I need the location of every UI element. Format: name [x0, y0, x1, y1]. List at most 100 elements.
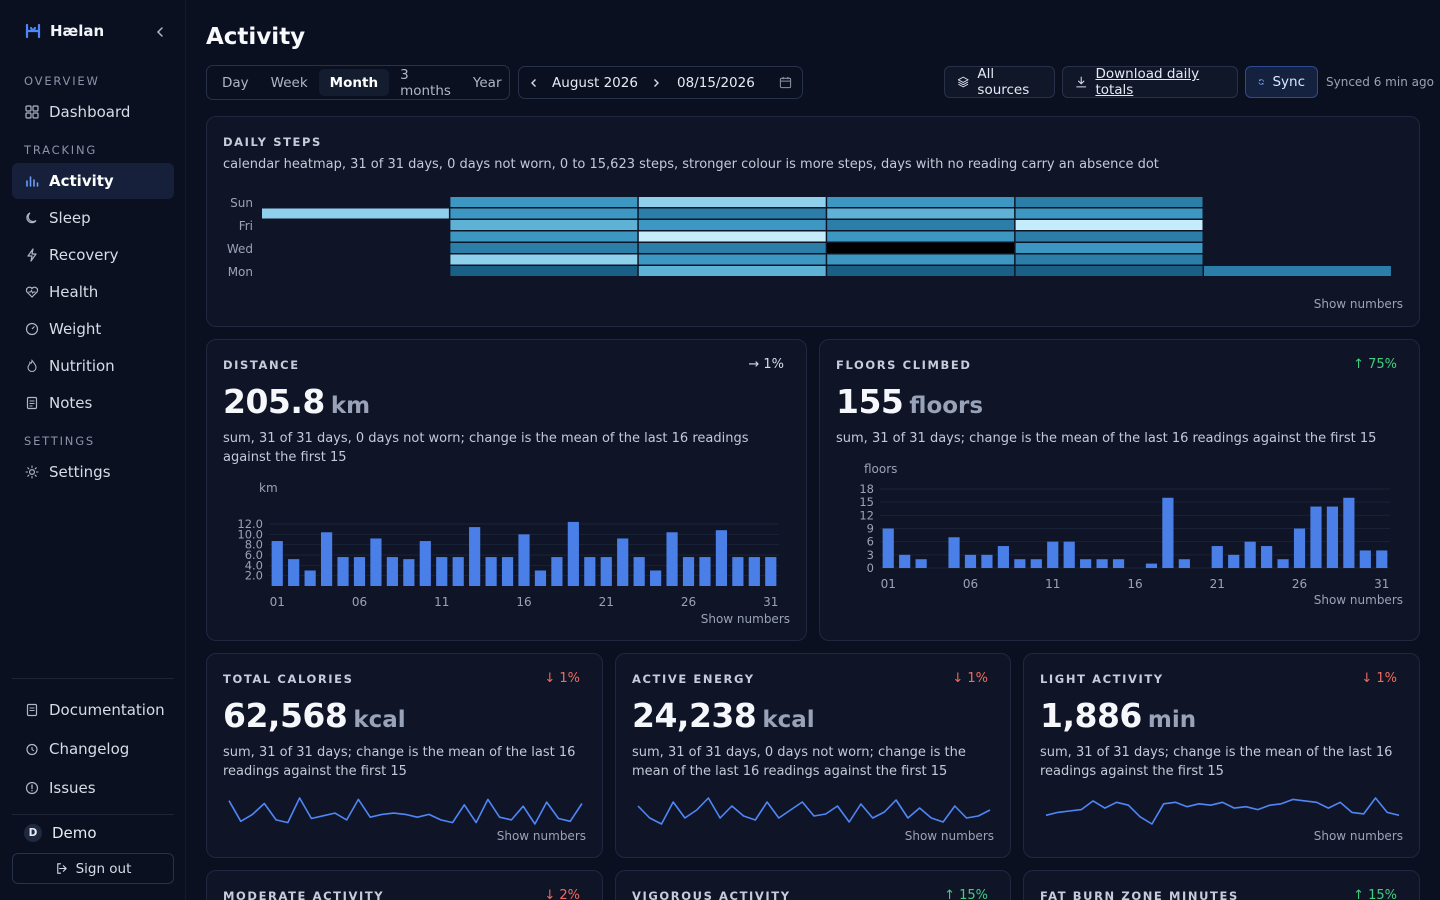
bar [1343, 497, 1355, 568]
card-title: DAILY STEPS [223, 135, 322, 149]
bar [551, 557, 563, 586]
all-sources-button[interactable]: All sources [944, 66, 1055, 98]
range-day[interactable]: Day [222, 74, 249, 91]
user-profile[interactable]: D Demo [24, 824, 97, 842]
sync-button[interactable]: Sync [1245, 66, 1318, 98]
sync-status: Synced 6 min ago [1326, 75, 1434, 89]
light-activity-card: LIGHT ACTIVITY ↓ 1% 1,886 min sum, 31 of… [1023, 653, 1420, 858]
metric-number: 155 [836, 382, 904, 421]
heatmap-cell [1015, 208, 1203, 219]
bar [1014, 559, 1026, 568]
bar [288, 559, 300, 586]
sidebar-item-issues[interactable]: Issues [12, 770, 174, 806]
section-settings: SETTINGS [24, 434, 96, 448]
bar [469, 527, 481, 586]
download-daily-totals-button[interactable]: Download daily totals [1062, 66, 1238, 98]
card-title: DISTANCE [223, 358, 300, 372]
calendar-button[interactable] [768, 76, 802, 89]
metric-unit: floors [909, 393, 984, 419]
x-tick-label: 21 [1210, 577, 1225, 591]
chevron-left-icon [531, 78, 536, 87]
range-month[interactable]: Month [318, 69, 390, 96]
sidebar-item-weight[interactable]: Weight [12, 311, 174, 347]
heatmap-day-label: Sun [230, 196, 253, 210]
bar [748, 557, 760, 586]
heatmap-cell [638, 266, 826, 276]
metric-value: 205.8 km [223, 382, 370, 421]
sidebar-item-health[interactable]: Health [12, 274, 174, 310]
flame-icon [27, 359, 37, 373]
heatmap-cell [450, 220, 638, 230]
bar [1277, 559, 1289, 568]
light-activity-sparkline [1045, 797, 1400, 825]
show-numbers-button[interactable]: Show numbers [1313, 593, 1403, 607]
sidebar-item-recovery[interactable]: Recovery [12, 237, 174, 273]
bar [403, 559, 415, 586]
next-period-button[interactable] [641, 67, 671, 98]
card-description: sum, 31 of 31 days, 0 days not worn; cha… [223, 431, 749, 465]
prev-period-button[interactable] [519, 67, 549, 98]
bar [271, 541, 283, 586]
layers-icon [957, 76, 969, 88]
bar [320, 532, 333, 586]
show-numbers-button[interactable]: Show numbers [496, 829, 586, 843]
sidebar-item-sleep[interactable]: Sleep [12, 200, 174, 236]
heatmap-cell [450, 266, 638, 276]
bar [584, 557, 596, 586]
page-title: Activity [206, 24, 306, 50]
heatmap-cell [1015, 220, 1203, 230]
brand[interactable]: Hælan [24, 22, 104, 40]
sidebar-item-dashboard[interactable]: Dashboard [12, 94, 174, 130]
sign-out-button[interactable]: Sign out [12, 853, 174, 884]
bar [682, 557, 695, 586]
sidebar-item-notes[interactable]: Notes [12, 385, 174, 421]
sparkline-series [637, 797, 991, 825]
bar [633, 557, 645, 586]
y-tick-label: 12.0 [237, 517, 263, 531]
range-week[interactable]: Week [270, 74, 308, 91]
card-description: sum, 31 of 31 days; change is the mean o… [836, 431, 1377, 446]
bar [666, 532, 678, 586]
heatmap-cell [827, 208, 1015, 219]
card-description: sum, 31 of 31 days, 0 days not worn; cha… [632, 745, 966, 779]
bar [964, 554, 977, 568]
bar [370, 538, 382, 586]
sidebar-item-nutrition[interactable]: Nutrition [12, 348, 174, 384]
card-title: LIGHT ACTIVITY [1040, 672, 1164, 686]
show-numbers-button[interactable]: Show numbers [700, 612, 790, 626]
metric-number: 24,238 [632, 696, 757, 735]
bar [567, 521, 579, 586]
trend-badge: ↑ 15% [944, 888, 988, 900]
y-tick-label: 8.0 [245, 538, 263, 552]
bar [882, 528, 894, 568]
y-tick-label: 6 [867, 535, 874, 549]
date-input[interactable]: 08/15/2026 [677, 74, 755, 91]
range-year[interactable]: Year [472, 74, 502, 91]
bar [915, 559, 927, 568]
sidebar-item-activity[interactable]: Activity [12, 163, 174, 199]
trend-badge: ↓ 1% [1361, 671, 1397, 686]
bar [1261, 546, 1273, 568]
heatmap-day-label: Wed [227, 242, 253, 256]
range-3-months[interactable]: 3 months [400, 66, 451, 99]
range-selector: Day Week Month 3 months Year [206, 65, 510, 100]
y-tick-label: 0 [867, 561, 874, 575]
sidebar-item-documentation[interactable]: Documentation [12, 692, 174, 728]
sidebar-item-changelog[interactable]: Changelog [12, 731, 174, 767]
sidebar-divider [12, 814, 174, 815]
y-tick-label: 4.0 [245, 558, 263, 572]
download-icon [1076, 76, 1087, 88]
sidebar-item-settings[interactable]: Settings [12, 454, 174, 490]
bar [650, 570, 662, 586]
user-name: Demo [52, 824, 97, 842]
x-tick-label: 11 [1045, 577, 1060, 591]
clock-icon [26, 743, 38, 756]
sign-out-icon [56, 863, 67, 874]
heatmap-cell [638, 243, 826, 253]
floors-climbed-card: FLOORS CLIMBED ↑ 75% 155 floors sum, 31 … [819, 339, 1420, 641]
show-numbers-button[interactable]: Show numbers [1313, 829, 1403, 843]
metric-unit: kcal [762, 707, 815, 733]
chevron-left-icon[interactable] [152, 24, 168, 40]
show-numbers-button[interactable]: Show numbers [904, 829, 994, 843]
show-numbers-button[interactable]: Show numbers [1313, 297, 1403, 311]
